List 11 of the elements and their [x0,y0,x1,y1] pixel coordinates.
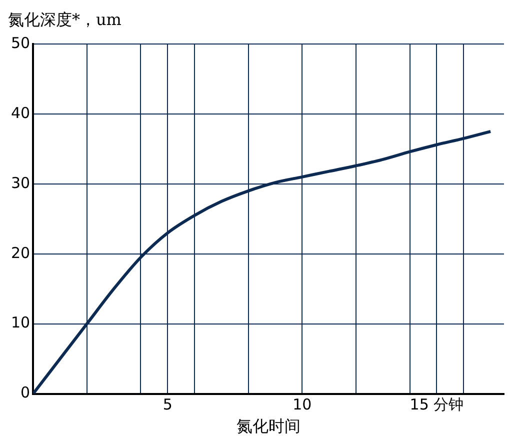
y-tick-label: 10 [10,314,30,332]
y-tick-label: 50 [10,34,30,52]
x-axis-title: 氮化时间 [236,416,301,436]
x-tick-label: 15 分钟 [410,396,464,414]
y-tick-label: 40 [10,104,30,122]
x-tick-label: 10 [292,396,312,414]
y-axis-title: 氮化深度*，um [8,9,122,31]
x-tick-label: 5 [162,396,172,414]
y-tick-label: 30 [10,174,30,192]
y-tick-label: 20 [10,244,30,262]
y-tick-label: 0 [20,384,30,402]
